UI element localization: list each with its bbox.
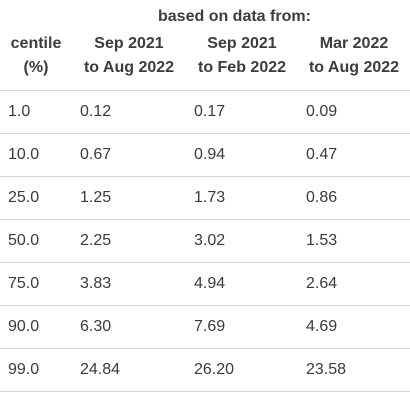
cell-centile: 10.0 [0, 133, 72, 177]
cell-mar2022-aug2022: 4.69 [298, 305, 410, 349]
centile-table: centile (%) Sep 2021 to Aug 2022 Sep 202… [0, 26, 410, 392]
column-header-line: (%) [23, 59, 49, 76]
cell-sep2021-feb2022: 1.73 [186, 176, 298, 220]
cell-sep2021-aug2022: 24.84 [72, 348, 186, 392]
cell-centile: 1.0 [0, 90, 72, 134]
cell-centile: 25.0 [0, 176, 72, 220]
column-header-sep2021-aug2022: Sep 2021 to Aug 2022 [72, 26, 186, 91]
cell-sep2021-feb2022: 4.94 [186, 262, 298, 306]
column-header-line: Sep 2021 [207, 35, 277, 52]
column-header-line: to Aug 2022 [308, 59, 400, 76]
column-header-centile: centile (%) [0, 26, 72, 91]
table-row: 10.0 0.67 0.94 0.47 [0, 133, 410, 177]
table-row: 99.0 24.84 26.20 23.58 [0, 348, 410, 392]
table-super-header: based on data from: [0, 0, 410, 26]
cell-sep2021-feb2022: 7.69 [186, 305, 298, 349]
table-row: 25.0 1.25 1.73 0.86 [0, 176, 410, 220]
cell-sep2021-aug2022: 2.25 [72, 219, 186, 263]
cell-centile: 99.0 [0, 348, 72, 392]
column-header-line: to Feb 2022 [197, 59, 287, 76]
cell-centile: 50.0 [0, 219, 72, 263]
based-on-caption: based on data from: [158, 8, 311, 25]
column-header-line: Sep 2021 [94, 35, 164, 52]
cell-centile: 75.0 [0, 262, 72, 306]
cell-mar2022-aug2022: 0.86 [298, 176, 410, 220]
cell-centile: 90.0 [0, 305, 72, 349]
column-header-line: centile [10, 35, 62, 52]
column-header-mar2022-aug2022: Mar 2022 to Aug 2022 [298, 26, 410, 91]
table-row: 1.0 0.12 0.17 0.09 [0, 90, 410, 134]
header-row: centile (%) Sep 2021 to Aug 2022 Sep 202… [0, 26, 410, 91]
table-body: 1.0 0.12 0.17 0.09 10.0 0.67 0.94 0.47 2… [0, 90, 410, 392]
cell-mar2022-aug2022: 0.47 [298, 133, 410, 177]
table-row: 90.0 6.30 7.69 4.69 [0, 305, 410, 349]
table-header: centile (%) Sep 2021 to Aug 2022 Sep 202… [0, 26, 410, 91]
table-row: 50.0 2.25 3.02 1.53 [0, 219, 410, 263]
cell-sep2021-feb2022: 0.94 [186, 133, 298, 177]
cell-mar2022-aug2022: 0.09 [298, 90, 410, 134]
centile-table-container: based on data from: centile (%) Sep 2021… [0, 0, 410, 392]
cell-sep2021-aug2022: 0.12 [72, 90, 186, 134]
cell-sep2021-feb2022: 3.02 [186, 219, 298, 263]
cell-mar2022-aug2022: 2.64 [298, 262, 410, 306]
column-header-line: to Aug 2022 [83, 59, 175, 76]
cell-sep2021-feb2022: 26.20 [186, 348, 298, 392]
cell-mar2022-aug2022: 1.53 [298, 219, 410, 263]
cell-sep2021-aug2022: 6.30 [72, 305, 186, 349]
cell-sep2021-feb2022: 0.17 [186, 90, 298, 134]
cell-sep2021-aug2022: 1.25 [72, 176, 186, 220]
cell-sep2021-aug2022: 0.67 [72, 133, 186, 177]
column-header-sep2021-feb2022: Sep 2021 to Feb 2022 [186, 26, 298, 91]
column-header-line: Mar 2022 [319, 35, 389, 52]
cell-mar2022-aug2022: 23.58 [298, 348, 410, 392]
cell-sep2021-aug2022: 3.83 [72, 262, 186, 306]
table-row: 75.0 3.83 4.94 2.64 [0, 262, 410, 306]
